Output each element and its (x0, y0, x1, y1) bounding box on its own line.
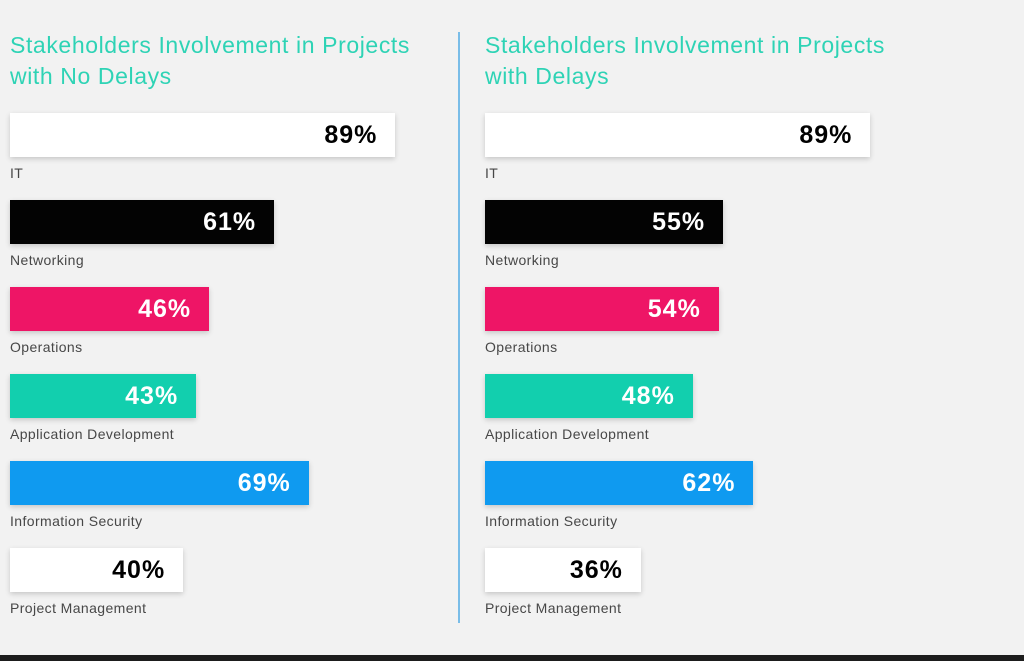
bar-label: Operations (10, 339, 83, 355)
bar: 54% (485, 287, 719, 331)
bar: 40% (10, 548, 184, 592)
bar-rows-delays: 89% IT 55% Networking 54% Operations 48% Applic… (485, 113, 918, 616)
bar-label: IT (10, 165, 24, 181)
charts-container: Stakeholders Involvement in Projects wit… (10, 30, 933, 635)
bar-row: 62% Information Security (485, 461, 918, 529)
bar-row: 55% Networking (485, 200, 918, 268)
bar-value: 69% (237, 468, 291, 497)
chart-title-no-delays: Stakeholders Involvement in Projects wit… (10, 32, 411, 89)
bar-label: Application Development (485, 426, 650, 442)
bar-row: 43% Application Development (10, 374, 443, 442)
bar-value: 46% (138, 294, 192, 323)
bar-label: Networking (10, 252, 85, 268)
bar-value: 36% (569, 555, 623, 584)
bar: 55% (485, 200, 724, 244)
bar-row: 89% IT (485, 113, 918, 181)
bar: 43% (10, 374, 197, 418)
bar-label: IT (485, 165, 499, 181)
bar-value: 89% (799, 120, 853, 149)
bar-label: Information Security (485, 513, 618, 529)
chart-no-delays: Stakeholders Involvement in Projects wit… (10, 30, 458, 635)
bar-row: 69% Information Security (10, 461, 443, 529)
bar-value: 55% (652, 207, 706, 236)
bar-rows-no-delays: 89% IT 61% Networking 46% Operations 43% Applic… (10, 113, 443, 616)
bar-row: 61% Networking (10, 200, 443, 268)
bar-row: 46% Operations (10, 287, 443, 355)
bar-value: 40% (112, 555, 166, 584)
bar-row: 36% Project Management (485, 548, 918, 616)
bar-row: 54% Operations (485, 287, 918, 355)
bar-label: Application Development (10, 426, 175, 442)
bar-value: 61% (203, 207, 257, 236)
bar: 46% (10, 287, 210, 331)
bar-label: Information Security (10, 513, 143, 529)
bar: 62% (485, 461, 754, 505)
bar: 69% (10, 461, 309, 505)
bar-row: 40% Project Management (10, 548, 443, 616)
chart-title-delays: Stakeholders Involvement in Projects wit… (485, 32, 886, 89)
bar-label: Networking (485, 252, 560, 268)
bar-value: 48% (621, 381, 675, 410)
bar: 36% (485, 548, 641, 592)
bar-value: 43% (125, 381, 179, 410)
bar-label: Project Management (10, 600, 147, 616)
bar: 89% (485, 113, 871, 157)
bar-value: 54% (647, 294, 701, 323)
chart-delays: Stakeholders Involvement in Projects wit… (485, 30, 933, 635)
bar-value: 89% (324, 120, 378, 149)
bar-row: 89% IT (10, 113, 443, 181)
divider-line (458, 32, 460, 623)
bar-value: 62% (682, 468, 736, 497)
footer-bar (0, 655, 1024, 661)
bar: 89% (10, 113, 396, 157)
bar: 48% (485, 374, 693, 418)
bar-label: Operations (485, 339, 558, 355)
bar-label: Project Management (485, 600, 622, 616)
bar-row: 48% Application Development (485, 374, 918, 442)
bar: 61% (10, 200, 275, 244)
